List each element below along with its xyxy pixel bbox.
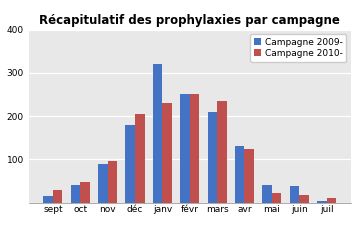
Bar <box>262 185 272 203</box>
Bar <box>108 162 117 203</box>
Bar <box>135 114 145 203</box>
Bar <box>317 201 326 203</box>
Bar <box>290 186 299 203</box>
Bar <box>272 193 281 203</box>
Bar <box>98 164 108 203</box>
Bar <box>235 146 245 203</box>
Bar <box>208 112 217 203</box>
Bar <box>299 195 309 203</box>
Bar <box>163 103 172 203</box>
Bar <box>125 125 135 203</box>
Title: Récapitulatif des prophylaxies par campagne: Récapitulatif des prophylaxies par campa… <box>39 14 340 27</box>
Bar <box>326 198 336 203</box>
Bar <box>43 196 53 203</box>
Bar <box>245 148 254 203</box>
Bar <box>80 182 90 203</box>
Bar <box>153 64 163 203</box>
Bar <box>190 95 199 203</box>
Bar <box>217 101 227 203</box>
Legend: Campagne 2009-, Campagne 2010-: Campagne 2009-, Campagne 2010- <box>250 34 346 62</box>
Bar <box>53 190 62 203</box>
Bar <box>180 95 190 203</box>
Bar <box>71 185 80 203</box>
